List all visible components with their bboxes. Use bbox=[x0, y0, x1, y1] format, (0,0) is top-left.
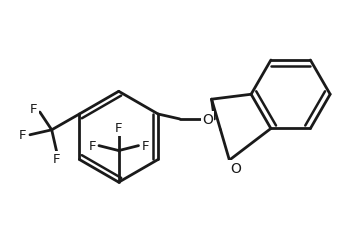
Text: F: F bbox=[115, 122, 122, 135]
Text: O: O bbox=[230, 161, 241, 175]
Text: F: F bbox=[18, 129, 26, 142]
Text: F: F bbox=[53, 152, 60, 165]
Text: O: O bbox=[202, 112, 213, 126]
Text: F: F bbox=[30, 102, 38, 115]
Text: F: F bbox=[142, 140, 149, 152]
Text: F: F bbox=[88, 140, 96, 152]
